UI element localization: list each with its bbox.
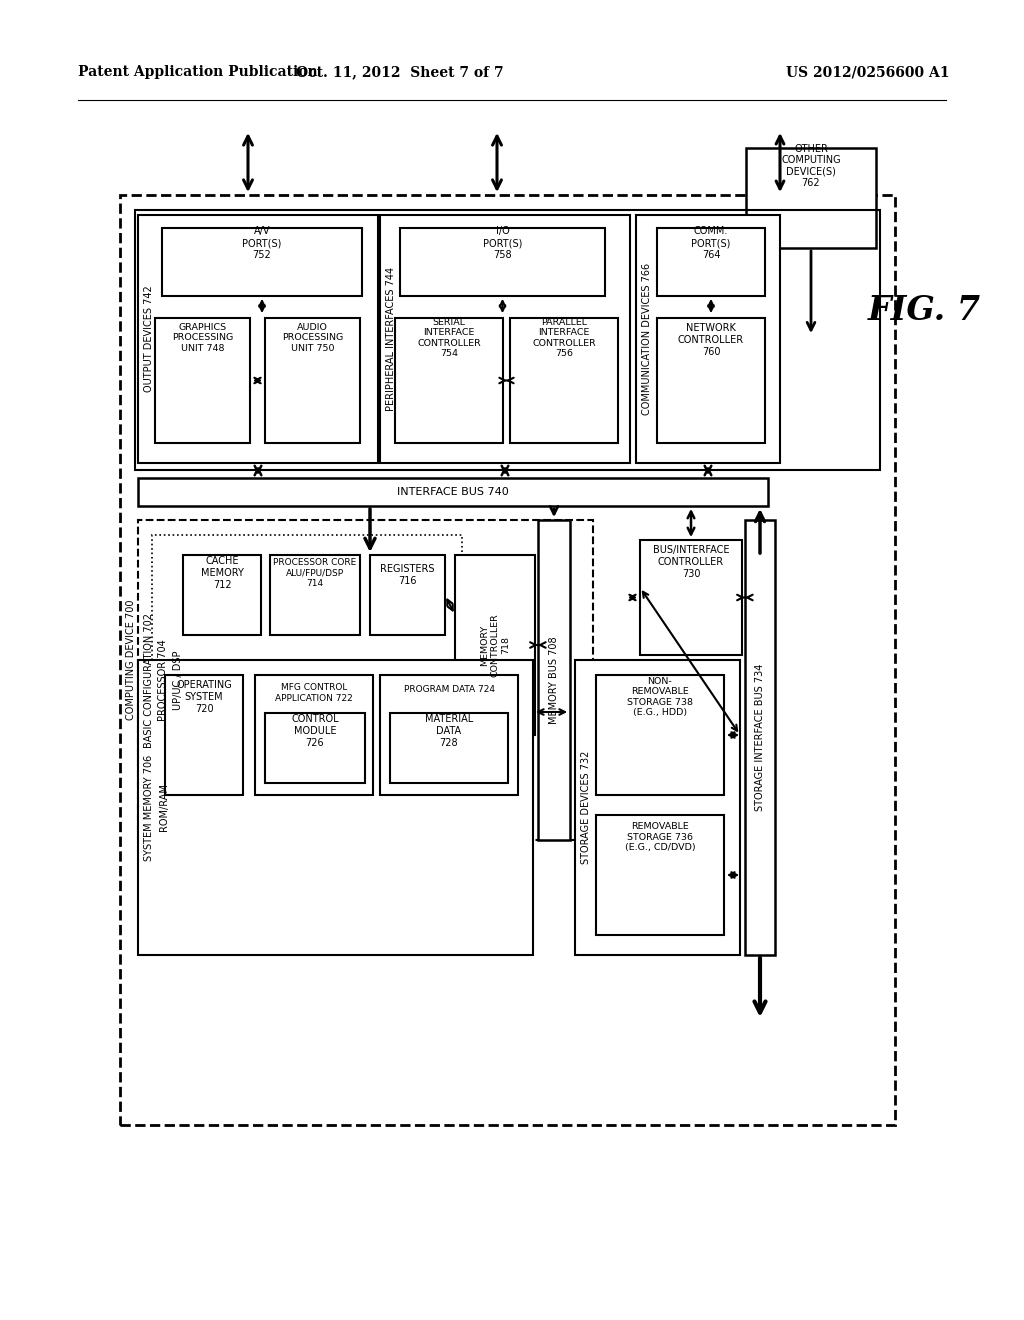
Text: US 2012/0256600 A1: US 2012/0256600 A1 xyxy=(786,65,950,79)
Text: MFG CONTROL
APPLICATION 722: MFG CONTROL APPLICATION 722 xyxy=(275,684,353,702)
Bar xyxy=(162,228,362,296)
Text: PROCESSOR 704: PROCESSOR 704 xyxy=(158,639,168,721)
Text: BUS/INTERFACE
CONTROLLER
730: BUS/INTERFACE CONTROLLER 730 xyxy=(652,545,729,578)
Bar xyxy=(138,478,768,506)
Bar xyxy=(640,540,742,655)
Bar xyxy=(746,148,876,248)
Bar xyxy=(265,713,365,783)
Text: OTHER
COMPUTING
DEVICE(S)
762: OTHER COMPUTING DEVICE(S) 762 xyxy=(781,144,841,189)
Text: NON-
REMOVABLE
STORAGE 738
(E.G., HDD): NON- REMOVABLE STORAGE 738 (E.G., HDD) xyxy=(627,677,693,717)
Text: MATERIAL
DATA
728: MATERIAL DATA 728 xyxy=(425,714,473,747)
Text: AUDIO
PROCESSING
UNIT 750: AUDIO PROCESSING UNIT 750 xyxy=(282,323,343,352)
Bar xyxy=(657,318,765,444)
Text: SERIAL
INTERFACE
CONTROLLER
754: SERIAL INTERFACE CONTROLLER 754 xyxy=(417,318,481,358)
Bar xyxy=(165,675,243,795)
Bar xyxy=(370,554,445,635)
Bar xyxy=(155,318,250,444)
Text: COMMUNICATION DEVICES 766: COMMUNICATION DEVICES 766 xyxy=(642,263,652,414)
Text: REMOVABLE
STORAGE 736
(E.G., CD/DVD): REMOVABLE STORAGE 736 (E.G., CD/DVD) xyxy=(625,822,695,851)
Text: COMM.
PORT(S)
764: COMM. PORT(S) 764 xyxy=(691,227,731,260)
Text: Patent Application Publication: Patent Application Publication xyxy=(78,65,317,79)
Text: MEMORY BUS 708: MEMORY BUS 708 xyxy=(549,636,559,723)
Text: INTERFACE BUS 740: INTERFACE BUS 740 xyxy=(397,487,509,498)
Bar xyxy=(138,660,534,954)
Text: STORAGE INTERFACE BUS 734: STORAGE INTERFACE BUS 734 xyxy=(755,664,765,812)
Bar xyxy=(138,215,378,463)
Text: GRAPHICS
PROCESSING
UNIT 748: GRAPHICS PROCESSING UNIT 748 xyxy=(172,323,233,352)
Text: I/O
PORT(S)
758: I/O PORT(S) 758 xyxy=(482,227,522,260)
Text: ROM/RAM: ROM/RAM xyxy=(159,784,169,832)
Bar xyxy=(596,814,724,935)
Text: OUTPUT DEVICES 742: OUTPUT DEVICES 742 xyxy=(144,285,154,392)
Bar xyxy=(380,675,518,795)
Text: PARALLEL
INTERFACE
CONTROLLER
756: PARALLEL INTERFACE CONTROLLER 756 xyxy=(532,318,596,358)
Text: MEMORY
CONTROLLER
718: MEMORY CONTROLLER 718 xyxy=(480,612,510,677)
Bar xyxy=(120,195,895,1125)
Bar xyxy=(135,210,880,470)
Bar xyxy=(265,318,360,444)
Bar xyxy=(138,520,593,840)
Bar xyxy=(152,535,462,825)
Bar xyxy=(395,318,503,444)
Bar xyxy=(538,520,570,840)
Bar xyxy=(380,215,630,463)
Bar xyxy=(636,215,780,463)
Bar xyxy=(270,554,360,635)
Bar xyxy=(255,675,373,795)
Text: Oct. 11, 2012  Sheet 7 of 7: Oct. 11, 2012 Sheet 7 of 7 xyxy=(296,65,504,79)
Text: FIG. 7: FIG. 7 xyxy=(868,293,981,326)
Bar xyxy=(183,554,261,635)
Text: SYSTEM MEMORY 706: SYSTEM MEMORY 706 xyxy=(144,754,154,861)
Text: CACHE
MEMORY
712: CACHE MEMORY 712 xyxy=(201,557,244,590)
Bar xyxy=(390,713,508,783)
Bar xyxy=(745,520,775,954)
Text: NETWORK
CONTROLLER
760: NETWORK CONTROLLER 760 xyxy=(678,323,744,356)
Bar xyxy=(455,554,535,735)
Text: PROGRAM DATA 724: PROGRAM DATA 724 xyxy=(403,685,495,694)
Text: OPERATING
SYSTEM
720: OPERATING SYSTEM 720 xyxy=(176,680,231,714)
Text: REGISTERS
716: REGISTERS 716 xyxy=(380,564,435,586)
Text: BASIC CONFIGURATION 702: BASIC CONFIGURATION 702 xyxy=(144,612,154,747)
Text: COMPUTING DEVICE 700: COMPUTING DEVICE 700 xyxy=(126,599,136,721)
Bar xyxy=(575,660,740,954)
Bar xyxy=(596,675,724,795)
Text: PERIPHERAL INTERFACES 744: PERIPHERAL INTERFACES 744 xyxy=(386,267,396,411)
Bar xyxy=(510,318,618,444)
Text: UP/UC / DSP: UP/UC / DSP xyxy=(173,651,183,710)
Text: A/V
PORT(S)
752: A/V PORT(S) 752 xyxy=(243,227,282,260)
Text: PROCESSOR CORE
ALU/FPU/DSP
714: PROCESSOR CORE ALU/FPU/DSP 714 xyxy=(273,558,356,587)
Text: CONTROL
MODULE
726: CONTROL MODULE 726 xyxy=(291,714,339,747)
Text: STORAGE DEVICES 732: STORAGE DEVICES 732 xyxy=(581,751,591,865)
Bar xyxy=(657,228,765,296)
Bar xyxy=(400,228,605,296)
